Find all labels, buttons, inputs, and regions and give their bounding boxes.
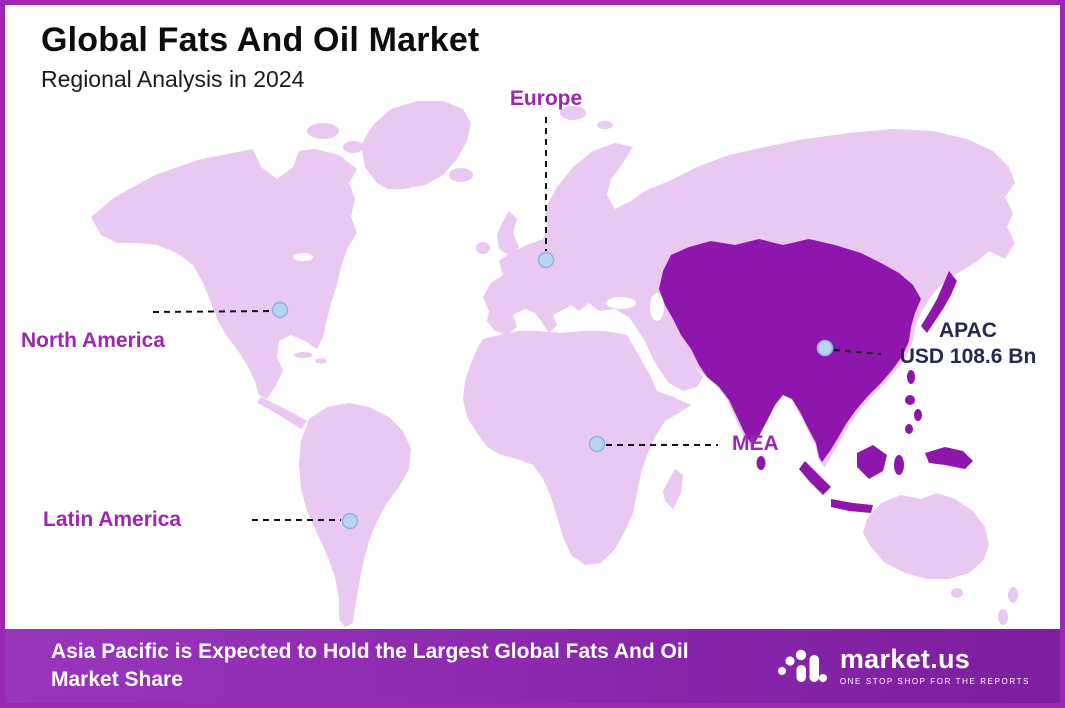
page-subtitle: Regional Analysis in 2024 [41,66,305,92]
map-region-sumatra [799,461,831,495]
map-inland-seas [293,253,664,321]
world-map [91,101,1018,627]
europe-marker-dot [537,251,555,269]
map-region-africa [463,331,691,565]
map-region-greenland [361,101,471,189]
latin-america-label: Latin America [43,508,182,531]
map-great-lakes [293,253,313,261]
brand-logo: market.us ONE STOP SHOP FOR THE REPORTS [776,646,1030,686]
brand-name: market.us [839,644,971,674]
europe-label: Europe [509,87,583,110]
header: Global Fats And Oil Market Regional Anal… [41,21,479,93]
apac-label: APAC USD 108.6 Bn [883,318,1053,371]
market-us-logo-icon [777,649,827,682]
apac-label-value: USD 108.6 Bn [899,345,1037,369]
footer-caption: Asia Pacific is Expected to Hold the Lar… [51,639,689,691]
map-region-north-america [91,149,357,399]
page-title: Global Fats And Oil Market [41,21,480,59]
north-america-marker-dot [271,301,289,319]
brand-tagline: ONE STOP SHOP FOR THE REPORTS [839,677,1030,686]
mea-label: MEA [732,432,779,455]
map-region-uk [497,211,519,255]
map-region-australia [863,493,989,579]
map-region-madagascar [663,469,683,509]
map-caspian-sea [650,293,664,321]
map-region-borneo [857,445,887,479]
map-region-taiwan [907,370,915,384]
map-region-central-america [257,397,307,429]
map-region-japan [921,271,957,333]
map-region-apac-highlight [659,239,973,513]
brand-text: market.us ONE STOP SHOP FOR THE REPORTS [839,644,1030,687]
map-region-new-zealand [1008,587,1018,603]
north-america-label: North America [21,329,165,352]
footer-banner: Asia Pacific is Expected to Hold the Lar… [5,629,1060,703]
map-region-tasmania [951,588,963,598]
apac-marker-dot [816,339,834,357]
mea-marker-dot [588,435,606,453]
map-region-java [831,499,873,513]
north-america-leader-line [152,310,272,313]
map-region-iceland [449,168,473,182]
map-region-apac-mainland [659,239,921,462]
map-region-new-guinea [925,447,973,469]
apac-label-name: APAC [939,319,997,342]
map-region-arctic-islands [307,123,339,139]
map-black-sea [606,297,636,309]
latin-america-marker-dot [341,512,359,530]
map-region-philippines [905,395,915,405]
map-region-sri-lanka [756,456,766,470]
apac-leader-line [833,349,882,355]
